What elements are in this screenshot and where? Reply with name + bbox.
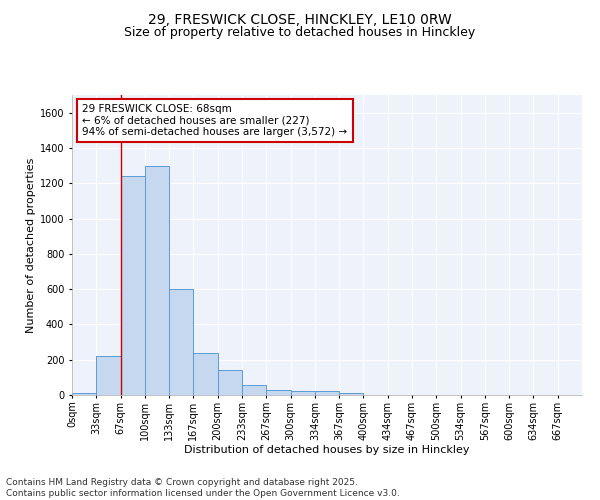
Bar (169, 289, 193, 395)
Text: Size of property relative to detached houses in Hinckley: Size of property relative to detached ho… (124, 26, 476, 39)
Text: Contains HM Land Registry data © Crown copyright and database right 2025.
Contai: Contains HM Land Registry data © Crown c… (6, 478, 400, 498)
Bar (315, 392, 339, 395)
X-axis label: Distribution of detached houses by size in Hinckley: Distribution of detached houses by size … (184, 446, 470, 456)
Y-axis label: Number of detached properties: Number of detached properties (26, 158, 35, 332)
Bar (193, 352, 218, 395)
Bar (290, 390, 315, 395)
Text: 29 FRESWICK CLOSE: 68sqm
← 6% of detached houses are smaller (227)
94% of semi-d: 29 FRESWICK CLOSE: 68sqm ← 6% of detache… (82, 104, 347, 137)
Bar (218, 370, 242, 395)
Bar (72, 393, 96, 395)
Bar (242, 386, 266, 395)
Bar (96, 356, 121, 395)
Bar (145, 166, 169, 395)
Bar (266, 390, 290, 395)
Bar (121, 176, 145, 395)
Bar (339, 393, 364, 395)
Text: 29, FRESWICK CLOSE, HINCKLEY, LE10 0RW: 29, FRESWICK CLOSE, HINCKLEY, LE10 0RW (148, 12, 452, 26)
